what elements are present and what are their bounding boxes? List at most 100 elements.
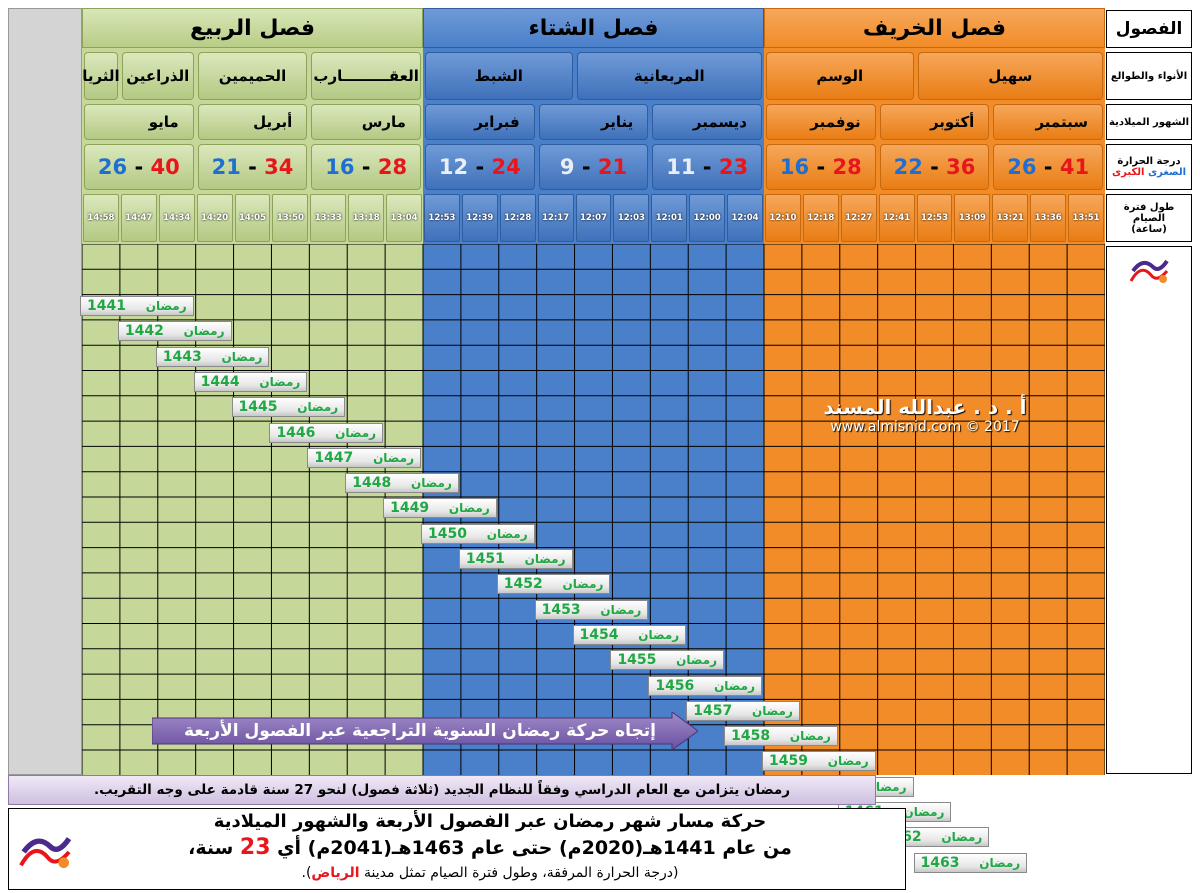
ramadan-label: رمضان bbox=[486, 526, 528, 541]
label-fasting: طول فترة الصيام (ساعة) bbox=[1106, 194, 1192, 242]
ramadan-year: 1446 bbox=[276, 424, 316, 441]
fasting-hours-value: 12:28 bbox=[504, 213, 532, 223]
calendar-grid bbox=[82, 244, 1105, 775]
ramadan-bar: رمضان 1457 bbox=[686, 700, 800, 721]
ramadan-label: رمضان bbox=[524, 552, 566, 566]
ramadan-year: 1445 bbox=[238, 399, 278, 416]
ramadan-label: رمضان bbox=[410, 476, 452, 491]
ramadan-bar: رمضان 1444 bbox=[193, 371, 308, 392]
ramadan-bar: رمضان 1450 bbox=[421, 523, 535, 544]
logo-icon bbox=[1129, 259, 1169, 283]
ramadan-label: رمضان bbox=[903, 805, 945, 819]
month-cell: يناير bbox=[538, 104, 649, 140]
fasting-hours-cell: 13:50 bbox=[272, 194, 309, 242]
label-months: الشهور الميلادية bbox=[1106, 104, 1192, 140]
fasting-hours-cell: 12:10 bbox=[765, 194, 801, 242]
note-bar: رمضان يتزامن مع العام الدراسي وفقاً للنظ… bbox=[8, 775, 876, 805]
star-cell: الذراعين bbox=[121, 52, 194, 100]
ramadan-bar: رمضان 1449 bbox=[383, 498, 497, 519]
month-cell: نوفمبر bbox=[766, 104, 876, 140]
ramadan-year: 1443 bbox=[162, 348, 202, 365]
footer-title: حركة مسار شهر رمضان عبر الفصول الأربعة و… bbox=[213, 811, 767, 832]
fasting-hours-value: 13:21 bbox=[996, 213, 1024, 223]
ramadan-label: رمضان bbox=[259, 374, 301, 389]
fasting-hours-cell: 13:36 bbox=[1030, 194, 1067, 242]
month-cell: مايو bbox=[84, 104, 194, 140]
ramadan-label: رمضان bbox=[335, 425, 377, 440]
temp-max: 41 bbox=[1059, 155, 1090, 179]
left-margin bbox=[8, 8, 82, 775]
ramadan-year: 1459 bbox=[769, 753, 808, 770]
temp-max: 24 bbox=[491, 155, 521, 179]
month-name: مايو bbox=[148, 113, 179, 131]
fasting-hours-value: 13:51 bbox=[1072, 213, 1100, 223]
star-cell: الثريا bbox=[82, 52, 120, 100]
fasting-hours-cell: 12:27 bbox=[840, 194, 877, 242]
ramadan-bar: رمضان 1463 bbox=[913, 852, 1028, 873]
fasting-hours-cell: 13:18 bbox=[348, 194, 385, 242]
watermark: أ . د . عبدالله المسند www.almisnid.com … bbox=[780, 395, 1070, 445]
fasting-hours-cell: 12:39 bbox=[461, 194, 498, 242]
ramadan-year: 1447 bbox=[314, 449, 354, 466]
fasting-hours-value: 12:53 bbox=[428, 213, 456, 223]
month-name: سبتمبر bbox=[1035, 113, 1088, 131]
ramadan-year: 1451 bbox=[465, 551, 505, 567]
ramadan-bar: رمضان 1455 bbox=[610, 650, 725, 671]
temp-min: 12 bbox=[438, 155, 469, 179]
fasting-hours-cell: 13:33 bbox=[310, 194, 347, 242]
ramadan-bar: رمضان 1459 bbox=[762, 751, 876, 772]
footer-line2: من عام 1441هـ(2020م) حتى عام 1463هـ(2041… bbox=[188, 835, 792, 860]
temperature-cell: 11 - 23 bbox=[652, 144, 762, 190]
temp-min: 26 bbox=[97, 155, 128, 179]
temperature-cell: 26 - 41 bbox=[993, 144, 1103, 190]
temp-min: 16 bbox=[325, 155, 355, 179]
label-temperature: درجة الحرارة الصغرى الكبرى bbox=[1106, 144, 1192, 190]
ramadan-label: رمضان bbox=[638, 627, 680, 642]
ramadan-year: 1454 bbox=[579, 626, 619, 643]
temp-max: 21 bbox=[597, 155, 628, 179]
footer-line3: (درجة الحرارة المرفقة، وطول فترة الصيام … bbox=[301, 865, 679, 881]
ramadan-year: 1448 bbox=[352, 475, 392, 492]
fasting-hours-value: 13:09 bbox=[958, 213, 986, 223]
fasting-hours-value: 12:01 bbox=[655, 213, 683, 223]
month-name: ديسمبر bbox=[692, 113, 747, 131]
temp-min: 9 bbox=[559, 155, 575, 179]
note-bar-text: رمضان يتزامن مع العام الدراسي وفقاً للنظ… bbox=[93, 782, 791, 798]
fasting-hours-cell: 12:53 bbox=[424, 194, 460, 242]
ramadan-label: رمضان bbox=[297, 400, 339, 415]
month-name: مارس bbox=[361, 113, 406, 131]
ramadan-year: 1444 bbox=[200, 373, 240, 390]
fasting-hours-cell: 12:03 bbox=[613, 194, 650, 242]
temp-max: 36 bbox=[946, 155, 976, 179]
star-name: الشبط bbox=[474, 67, 523, 85]
ramadan-bar: رمضان 1447 bbox=[307, 447, 421, 468]
fasting-hours-cell: 12:28 bbox=[499, 194, 536, 242]
temperature-cell: 26 - 40 bbox=[84, 144, 194, 190]
ramadan-year: 1441 bbox=[87, 298, 126, 314]
ramadan-label: رمضان bbox=[789, 729, 831, 744]
temp-min: 11 bbox=[666, 155, 696, 179]
fasting-hours-value: 13:36 bbox=[1034, 213, 1062, 223]
fasting-hours-value: 12:07 bbox=[579, 213, 608, 223]
ramadan-bar: رمضان 1448 bbox=[345, 473, 459, 494]
footer-box bbox=[8, 808, 906, 890]
ramadan-label: رمضان bbox=[373, 450, 414, 465]
month-name: فبراير bbox=[474, 113, 520, 131]
watermark-site: www.almisnid.com © 2017 bbox=[830, 419, 1020, 435]
ramadan-label: رمضان bbox=[448, 501, 490, 516]
star-cell: الشبط bbox=[425, 52, 573, 100]
temperature-cell: 12 - 24 bbox=[425, 144, 535, 190]
month-cell: سبتمبر bbox=[993, 104, 1103, 140]
ramadan-bar: رمضان 1454 bbox=[572, 624, 687, 645]
season-spring: فصل الربيع bbox=[82, 8, 423, 48]
fasting-hours-cell: 13:09 bbox=[954, 194, 991, 242]
fasting-hours-value: 14:58 bbox=[87, 213, 115, 223]
season-winter: فصل الشتاء bbox=[423, 8, 764, 48]
temp-max: 34 bbox=[264, 155, 294, 179]
temperature-cell: 21 - 34 bbox=[197, 144, 308, 190]
temp-min: 26 bbox=[1007, 155, 1037, 179]
temperature-cell: 22 - 36 bbox=[879, 144, 990, 190]
ramadan-bar: رمضان 1453 bbox=[534, 599, 649, 620]
star-name: سهيل bbox=[988, 67, 1033, 85]
ramadan-label: رمضان bbox=[676, 653, 718, 668]
